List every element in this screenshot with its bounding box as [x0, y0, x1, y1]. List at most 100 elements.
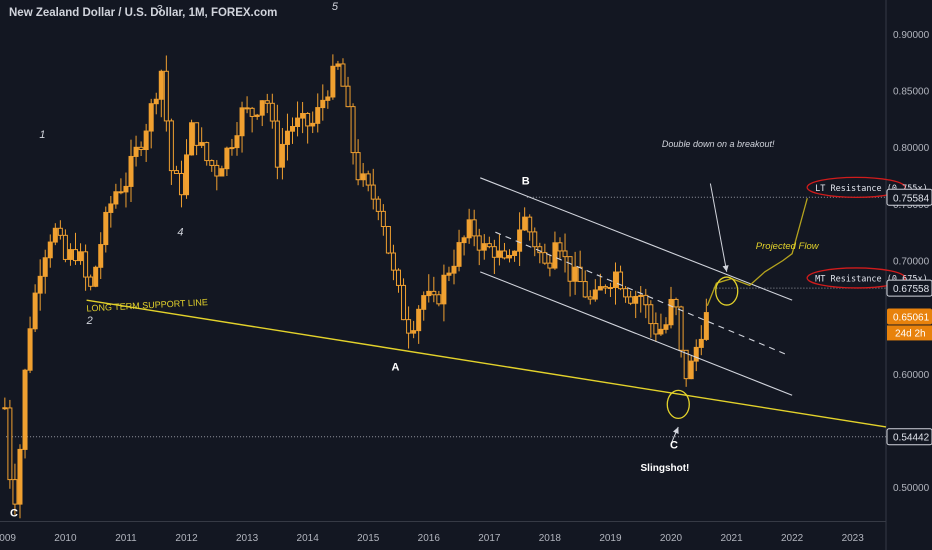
price-tag	[886, 188, 932, 206]
candle-body	[12, 479, 18, 505]
candle	[602, 284, 608, 294]
candle	[62, 229, 68, 263]
candle-body	[315, 107, 321, 124]
candle	[582, 270, 588, 299]
chart-title: New Zealand Dollar / U.S. Dollar, 1M, FO…	[9, 7, 277, 19]
point-label: A	[391, 361, 399, 373]
candle	[703, 298, 709, 341]
candle-body	[618, 271, 624, 290]
candle-body	[17, 448, 23, 505]
candle-body	[284, 130, 290, 145]
candle	[653, 312, 659, 342]
candle-body	[204, 142, 210, 162]
candle	[390, 244, 396, 281]
candle-body	[496, 250, 502, 258]
candle-body	[133, 146, 139, 157]
time-axis-label: 2010	[54, 533, 77, 544]
candle	[507, 249, 513, 263]
candle	[78, 243, 84, 265]
candle-body	[37, 275, 43, 294]
candle	[290, 117, 296, 144]
candle-body	[279, 143, 285, 168]
candle	[143, 123, 149, 162]
candle	[385, 226, 391, 255]
candle-body	[567, 256, 573, 282]
candle-body	[688, 360, 694, 380]
candle	[466, 208, 472, 244]
candle	[158, 69, 164, 118]
price-tag	[887, 308, 932, 325]
candle	[612, 262, 618, 305]
candle-body	[597, 286, 603, 291]
candle-body	[355, 152, 361, 181]
candle-body	[93, 266, 99, 287]
candle-body	[148, 103, 154, 132]
candle-body	[552, 242, 558, 269]
candle-body	[274, 120, 280, 168]
candle-body	[693, 346, 699, 362]
candle-body	[32, 292, 38, 330]
candle	[108, 196, 114, 228]
candle-body	[62, 234, 68, 260]
candle-body	[118, 191, 124, 194]
candle-body	[416, 308, 422, 332]
candle-body	[103, 211, 109, 246]
annotation-arrow	[709, 183, 728, 272]
candle	[663, 317, 669, 334]
candle-body	[557, 242, 563, 252]
candle	[416, 305, 422, 344]
candle	[72, 232, 78, 265]
candle	[688, 355, 694, 380]
candle	[138, 141, 144, 157]
candle-body	[163, 70, 169, 122]
candle-body	[456, 242, 462, 267]
candle	[47, 234, 53, 268]
countdown-text: 24d 2h	[895, 328, 926, 339]
candle	[189, 119, 195, 156]
candle	[310, 111, 316, 134]
candle-body	[350, 106, 356, 154]
candle-body	[42, 257, 48, 277]
candle-body	[47, 241, 53, 259]
candle	[683, 349, 689, 387]
candle	[658, 313, 664, 336]
candle	[264, 93, 270, 114]
candle	[239, 101, 245, 153]
candle	[335, 60, 341, 70]
candle	[527, 214, 533, 241]
candle	[194, 122, 200, 156]
candle	[315, 93, 321, 133]
candle	[512, 250, 518, 262]
time-axis-label: 2013	[236, 533, 259, 544]
candle	[52, 223, 58, 246]
candle-body	[577, 266, 583, 283]
candle-body	[249, 107, 255, 117]
candle	[345, 76, 351, 108]
candle-body	[698, 338, 704, 348]
candle	[638, 286, 644, 313]
candle	[411, 320, 417, 339]
candle-body	[67, 249, 73, 260]
candle-body	[78, 251, 84, 262]
time-axis-label: 2017	[478, 533, 501, 544]
candle	[673, 297, 679, 316]
time-axis-label: 2018	[539, 533, 562, 544]
candle-body	[219, 168, 225, 177]
candle-body	[703, 312, 709, 340]
candle	[184, 139, 190, 199]
candle-body	[209, 160, 215, 166]
channel-lower-line	[480, 271, 793, 396]
candle-body	[365, 173, 371, 186]
candle	[380, 204, 386, 236]
candle-body	[385, 226, 391, 254]
candle-body	[663, 324, 669, 330]
candle-body	[380, 210, 386, 228]
candle-body	[52, 227, 58, 243]
candle-body	[143, 130, 149, 151]
candle	[279, 128, 285, 180]
candle	[37, 259, 43, 311]
time-scale-panel[interactable]	[0, 521, 932, 550]
candle	[42, 249, 48, 294]
candle-body	[229, 147, 235, 150]
